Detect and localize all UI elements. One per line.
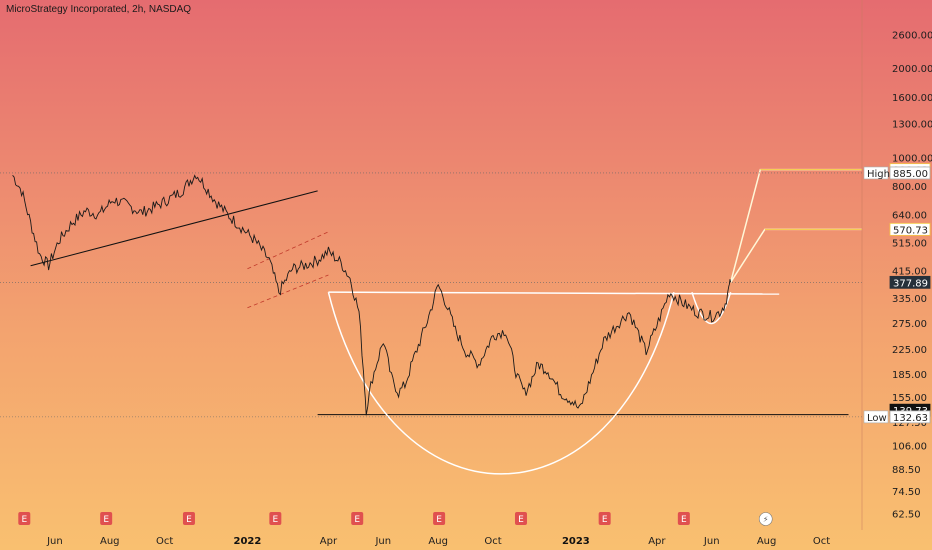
projection-high: [729, 168, 862, 283]
price-tag-label-box: [863, 166, 889, 180]
earnings-marker: E: [433, 512, 446, 525]
y-tick-label: 2000.00: [892, 64, 932, 75]
y-tick-label: 127.50: [892, 418, 927, 429]
earnings-marker: E: [598, 512, 611, 525]
y-tick-label: 88.50: [892, 465, 921, 476]
trend-line: [30, 190, 318, 267]
earnings-badge: [351, 512, 364, 525]
earnings-letter: E: [602, 515, 608, 525]
y-tick-label: 1300.00: [892, 120, 932, 131]
projection-mid: [730, 228, 862, 283]
cup-curve: [327, 291, 675, 475]
x-tick-label: 2023: [562, 536, 590, 547]
x-tick-label: 2022: [234, 536, 262, 547]
x-axis: Jun Aug Oct 2022 Apr Jun Aug Oct 2023 Apr Jun Aug Oc…: [46, 536, 830, 547]
earnings-badge: [18, 512, 31, 525]
y-tick-label: 1600.00: [892, 93, 932, 104]
y-tick-label: 800.00: [892, 182, 927, 193]
price-tag-box: [889, 275, 931, 289]
earnings-letter: E: [354, 515, 360, 525]
earnings-badge: [269, 512, 282, 525]
y-tick-label: 185.00: [892, 370, 927, 381]
earnings-marker: E: [18, 512, 31, 525]
x-tick-label: Jun: [703, 536, 720, 547]
split-marker: ⚡: [758, 512, 773, 526]
x-tick-label: Aug: [100, 536, 120, 547]
earnings-badge: [100, 512, 113, 525]
price-tags: 908.02885.00High570.73377.89139.73132.63…: [863, 163, 931, 424]
y-tick-label: 1000.00: [892, 153, 932, 164]
price-tag: 132.63 Low: [863, 410, 931, 424]
price-tag-value: 570.73: [893, 225, 928, 236]
y-tick-label: 62.50: [892, 510, 921, 521]
x-tick-label: Aug: [428, 536, 448, 547]
earnings-letter: E: [436, 515, 442, 525]
earnings-letter: E: [518, 515, 524, 525]
price-tag-label: Low: [867, 413, 887, 424]
earnings-marker: E: [514, 512, 527, 525]
earnings-marker: E: [100, 512, 113, 525]
y-tick-label: 225.00: [892, 345, 927, 356]
y-tick-label: 74.50: [892, 487, 921, 498]
y-tick-label: 275.00: [892, 319, 927, 330]
x-tick-label: Jun: [46, 536, 63, 547]
earnings-badge: [433, 512, 446, 525]
y-tick-label: 335.00: [892, 294, 927, 305]
earnings-marker: E: [351, 512, 364, 525]
x-tick-label: Apr: [320, 536, 338, 547]
earnings-letter: E: [681, 515, 687, 525]
dividend-badge: [758, 512, 773, 526]
price-tag: 377.89: [889, 275, 931, 289]
price-tag-box: [889, 222, 931, 236]
earnings-letter: E: [21, 515, 27, 525]
price-tag: 570.73: [889, 222, 931, 236]
x-tick-label: Oct: [156, 536, 173, 547]
chart-annotations: [0, 168, 862, 475]
price-tag-box: [889, 410, 931, 424]
price-tag-box: [889, 166, 931, 180]
price-series: [12, 174, 732, 416]
y-tick-label: 640.00: [892, 211, 927, 222]
x-tick-label: Aug: [757, 536, 777, 547]
price-tag-label-box: [863, 410, 889, 424]
y-tick-label: 415.00: [892, 266, 927, 277]
x-tick-label: Apr: [648, 536, 666, 547]
x-tick-label: Oct: [484, 536, 501, 547]
y-tick-label: 2600.00: [892, 30, 932, 41]
y-tick-label: 155.00: [892, 393, 927, 404]
price-line: [12, 174, 732, 416]
earnings-marker: E: [269, 512, 282, 525]
price-tag-value: 132.63: [893, 413, 928, 424]
price-tag-value: 885.00: [893, 169, 928, 180]
cup-rim-line: [328, 291, 780, 295]
earnings-badge: [677, 512, 690, 525]
earnings-badge: [182, 512, 195, 525]
channel-line: [247, 231, 329, 270]
earnings-marker: E: [182, 512, 195, 525]
y-tick-label: 515.00: [892, 239, 927, 250]
earnings-letter: E: [186, 515, 192, 525]
earnings-letter: E: [103, 515, 109, 525]
earnings-badge: [598, 512, 611, 525]
chart-title: MicroStrategy Incorporated, 2h, NASDAQ: [6, 4, 192, 15]
earnings-marker: E: [677, 512, 690, 525]
channel-line: [247, 274, 329, 309]
x-tick-label: Oct: [813, 536, 830, 547]
price-tag-value: 377.89: [893, 278, 928, 289]
y-axis: 2600.00 2000.00 1600.00 1300.00 1000.00 800.0…: [861, 0, 932, 530]
lightning-icon: ⚡: [763, 515, 769, 524]
y-tick-label: 106.00: [892, 442, 927, 453]
earnings-letter: E: [272, 515, 278, 525]
event-markers: E E E E E E E E E ⚡: [18, 512, 773, 526]
price-tag-label: High: [867, 169, 890, 180]
earnings-badge: [514, 512, 527, 525]
x-tick-label: Jun: [374, 536, 391, 547]
